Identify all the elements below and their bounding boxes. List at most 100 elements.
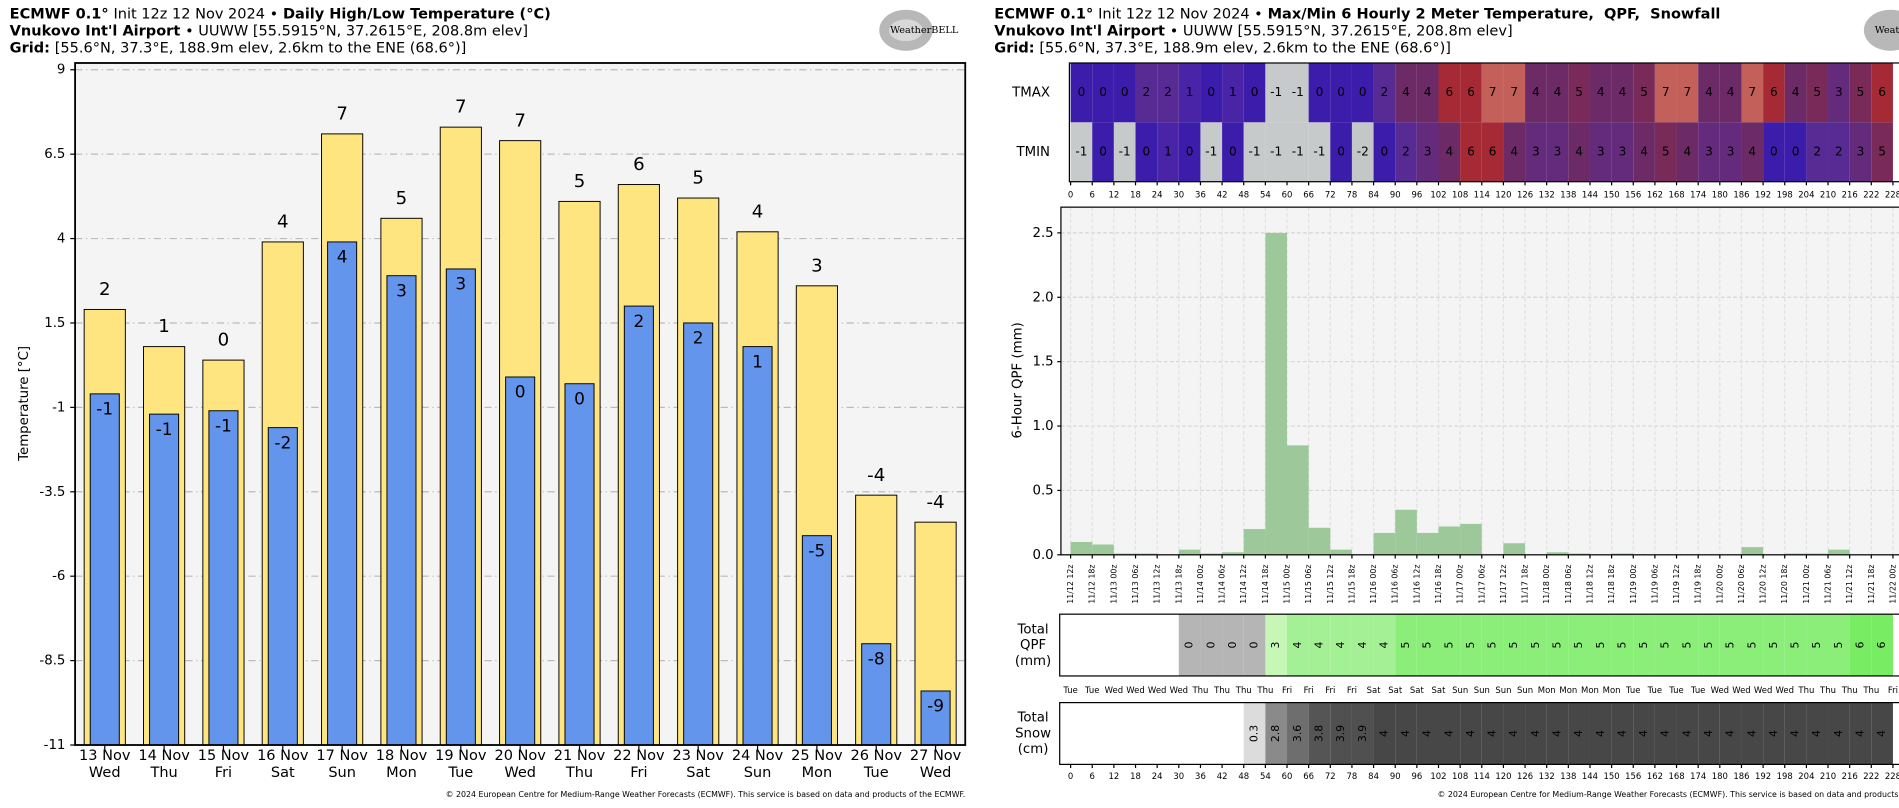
bar	[920, 690, 951, 746]
cell-label: 5	[1572, 642, 1585, 649]
x-tick-label: 11/17 06z	[1477, 565, 1486, 604]
day-label: Wed	[1148, 685, 1166, 695]
header-line: Vnukovo Int'l Airport • UUWW [55.5915°N, …	[994, 23, 1512, 39]
strip-frame	[1059, 702, 1899, 765]
day-label: Mon	[1603, 685, 1621, 695]
x-tick-label: 90	[1390, 771, 1401, 781]
heat-cell	[1395, 122, 1417, 182]
heat-cell	[1200, 62, 1223, 123]
cell	[1784, 614, 1807, 676]
x-tick-label: 11/20 18z	[1780, 565, 1789, 604]
data-label: 2	[99, 279, 111, 300]
heat-cell	[1265, 122, 1288, 182]
x-tick-label: 11/18 00z	[1542, 565, 1551, 604]
x-tick-label: 11/19 18z	[1694, 565, 1703, 604]
cell-label: 4	[1529, 730, 1542, 737]
cell-label: 2	[1381, 85, 1389, 99]
cell	[1546, 614, 1569, 676]
cell-label: 7	[1510, 85, 1518, 99]
day-label: Wed	[1126, 685, 1144, 695]
bar	[1113, 553, 1136, 555]
x-tick-sublabel: Sun	[328, 765, 356, 781]
cell-label: 3	[1532, 145, 1540, 159]
x-tick-label: 60	[1282, 771, 1293, 781]
row-label: TMIN	[1016, 145, 1051, 160]
cell-label: 4	[1486, 730, 1499, 737]
cell	[1351, 702, 1374, 765]
cell	[1525, 614, 1547, 676]
cell	[1633, 702, 1655, 765]
day-label: Wed	[1711, 685, 1729, 695]
data-label: 5	[692, 168, 704, 189]
x-tick-sublabel: Wed	[89, 765, 121, 781]
cell-label: 4	[1705, 85, 1713, 99]
heat-cell	[1719, 122, 1742, 182]
data-label: 7	[336, 104, 348, 125]
bar	[1784, 553, 1807, 555]
day-label: Wed	[1732, 685, 1750, 695]
cell	[1351, 614, 1374, 676]
cell-label: -1	[1249, 145, 1261, 159]
cell-label: 0	[1248, 642, 1261, 649]
day-label: Wed	[1776, 685, 1794, 695]
y-tick-label: -8.5	[39, 654, 65, 669]
heat-cell	[1200, 122, 1223, 182]
x-tick-label: 11/15 00z	[1283, 565, 1292, 604]
heat-cell	[1287, 62, 1309, 123]
cell-label: 5	[1464, 642, 1477, 649]
x-tick-label: 150	[1604, 771, 1620, 781]
cell	[1589, 614, 1612, 676]
day-label: Sat	[1432, 685, 1447, 695]
x-tick-sublabel: Thu	[565, 765, 593, 781]
heat-cell	[1178, 122, 1201, 182]
cell	[1589, 702, 1612, 765]
heat-cell	[1828, 62, 1850, 123]
y-tick-label: 2.0	[1032, 290, 1053, 305]
x-tick-label: 66	[1303, 190, 1314, 200]
init: Init 12z 12 Nov 2024 •	[113, 7, 278, 23]
data-label: -1	[96, 399, 113, 419]
header-line: Vnukovo Int'l Airport • UUWW [55.5915°N, …	[10, 23, 528, 39]
cell-label: 4	[1615, 730, 1628, 737]
cell	[1178, 614, 1201, 676]
station-info: • UUWW [55.5915°N, 37.2615°E, 208.8m ele…	[185, 23, 528, 39]
row-label: Total	[1017, 622, 1049, 637]
x-tick-label: 144	[1582, 190, 1598, 200]
heat-cell	[1633, 122, 1655, 182]
cell	[1222, 614, 1244, 676]
cell-label: 3	[1857, 145, 1865, 159]
heat-cell	[1806, 62, 1829, 123]
heat-cell	[1611, 122, 1634, 182]
cell-label: 0	[1770, 145, 1778, 159]
cell	[1568, 614, 1590, 676]
x-tick-label: 11/14 12z	[1239, 565, 1248, 604]
cell-label: 4	[1789, 730, 1802, 737]
bar	[1460, 523, 1482, 555]
heat-cell	[1373, 62, 1396, 123]
bar	[1330, 549, 1352, 555]
x-tick-label: 204	[1798, 190, 1814, 200]
cell-label: 4	[1680, 730, 1693, 737]
cell-label: 4	[1745, 730, 1758, 737]
cell-label: 3	[1835, 85, 1843, 99]
cell-label: 6	[1467, 85, 1475, 99]
day-label: Thu	[1862, 685, 1879, 695]
grid-info: [55.6°N, 37.3°E, 188.9m elev, 2.6km to t…	[55, 40, 467, 56]
cell	[1416, 702, 1439, 765]
header-line: Grid: [55.6°N, 37.3°E, 188.9m elev, 2.6km…	[994, 40, 1451, 56]
cell-label: 0	[1381, 145, 1389, 159]
bar	[1438, 526, 1461, 555]
x-tick-label: 30	[1173, 771, 1184, 781]
cell-label: 5	[1832, 642, 1845, 649]
day-label: Thu	[1841, 685, 1858, 695]
cell-label: 6	[1489, 145, 1497, 159]
x-tick-label: 12	[1109, 771, 1120, 781]
cell	[1828, 614, 1850, 676]
cell-label: -1	[1119, 145, 1131, 159]
logo-text: WeatherBELL	[890, 25, 959, 36]
bar	[1135, 553, 1158, 555]
x-tick-label: 90	[1390, 190, 1401, 200]
heat-cell	[1135, 62, 1158, 123]
cell-label: 4	[1312, 642, 1325, 649]
cell-label: 6	[1770, 85, 1778, 99]
